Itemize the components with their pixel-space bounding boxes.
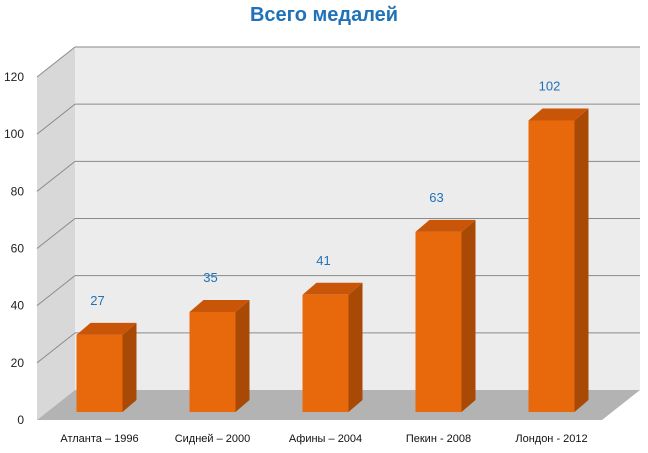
bar-top <box>302 282 363 295</box>
data-labels: 27 35 41 63 102 <box>90 78 560 307</box>
gridline-side <box>36 332 76 364</box>
bar-front <box>528 120 575 412</box>
data-label: 35 <box>203 270 217 285</box>
y-tick-label: 20 <box>11 356 25 370</box>
bar-top <box>189 299 250 312</box>
bar-front <box>415 231 462 412</box>
y-tick-label: 100 <box>4 127 24 141</box>
gridline-side <box>36 46 76 78</box>
y-axis: 0 20 40 60 80 100 120 <box>4 70 24 427</box>
x-axis: Атланта – 1996 Сидней – 2000 Афины – 2004 П… <box>60 433 587 445</box>
data-label: 63 <box>429 190 443 205</box>
data-label: 102 <box>539 78 561 93</box>
bar <box>302 282 363 412</box>
bar-side <box>574 108 589 412</box>
bar-side <box>122 322 137 412</box>
x-tick-label: Афины – 2004 <box>289 433 362 445</box>
bar <box>189 299 250 412</box>
gridline-side <box>36 160 76 192</box>
y-tick-label: 60 <box>11 242 25 256</box>
bar-side <box>348 282 363 412</box>
bar-top <box>528 108 589 121</box>
bar-side <box>235 299 250 412</box>
data-label: 27 <box>90 293 104 308</box>
y-tick-label: 120 <box>4 70 24 84</box>
bar-top <box>415 219 476 232</box>
data-label: 41 <box>316 253 330 268</box>
y-tick-label: 0 <box>17 413 24 427</box>
bar <box>415 219 476 412</box>
y-tick-label: 40 <box>11 299 25 313</box>
x-tick-label: Лондон - 2012 <box>515 433 587 445</box>
gridline-side <box>36 218 76 249</box>
bar-front <box>76 334 123 412</box>
bar-front <box>189 311 236 412</box>
bar-side <box>461 219 476 412</box>
x-tick-label: Атланта – 1996 <box>60 433 138 445</box>
bar-front <box>302 294 349 412</box>
gridline-side <box>36 103 76 135</box>
x-tick-label: Пекин - 2008 <box>406 433 471 445</box>
chart-title: Всего медалей <box>249 4 399 26</box>
y-tick-label: 80 <box>11 184 25 198</box>
bar <box>528 108 589 412</box>
gridline-side <box>36 275 76 307</box>
bars <box>76 108 589 412</box>
x-tick-label: Сидней – 2000 <box>175 433 251 445</box>
bar <box>76 322 137 412</box>
bar-top <box>76 322 137 335</box>
